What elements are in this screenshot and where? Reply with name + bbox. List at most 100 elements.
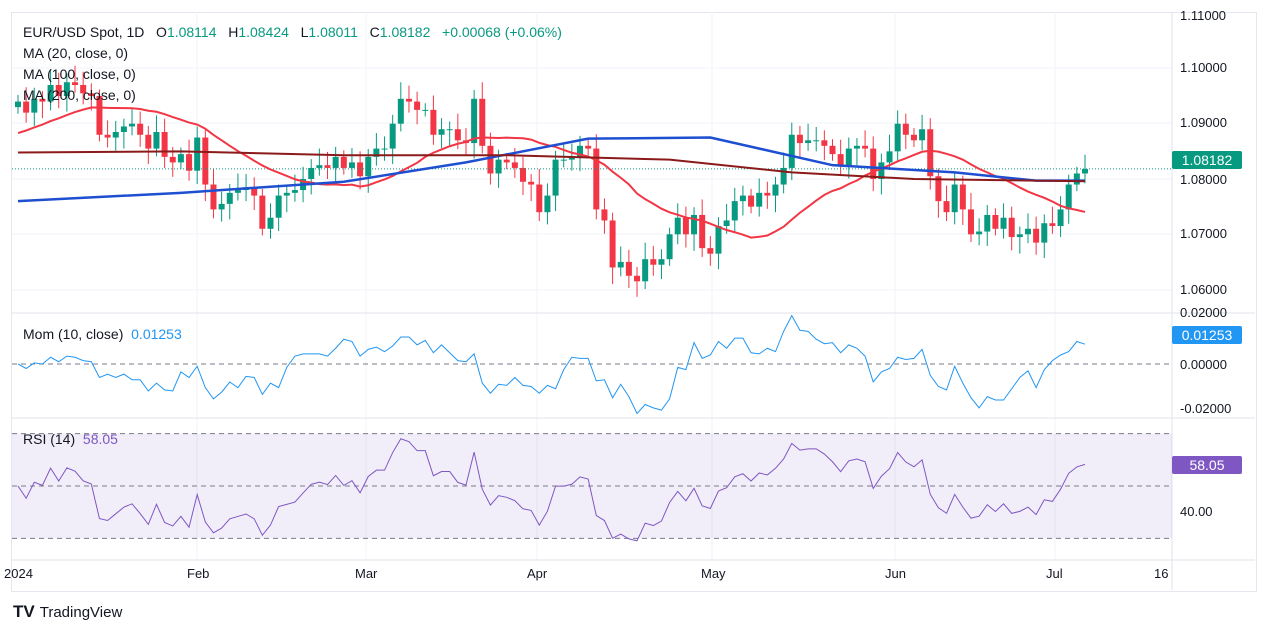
candle-body — [910, 134, 917, 141]
candle-body — [1016, 234, 1023, 238]
candle-body — [634, 275, 641, 282]
candle-body — [658, 259, 665, 265]
candle-body — [927, 129, 934, 177]
price-axis-label: 1.10000 — [1180, 60, 1227, 75]
candle-body — [15, 101, 21, 108]
rsi-axis-label: 40.00 — [1180, 504, 1213, 519]
rsi-line — [17, 438, 1086, 542]
candle-body — [291, 190, 298, 193]
candle-body — [552, 159, 559, 196]
momentum-line — [17, 314, 1086, 415]
candle-body — [39, 98, 46, 102]
candle-body — [707, 248, 714, 254]
candle-body — [617, 261, 624, 268]
candle-body — [1024, 228, 1031, 235]
change-value: +0.00068 (+0.06%) — [442, 24, 562, 40]
candle-body — [919, 129, 926, 141]
mom-legend[interactable]: Mom (10, close) 0.01253 — [23, 326, 182, 342]
open-value: 1.08114 — [166, 24, 217, 40]
candle-body — [234, 190, 241, 193]
candle-body — [699, 214, 706, 249]
candle-body — [805, 140, 812, 144]
price-axis-label: 1.08000 — [1180, 172, 1227, 187]
candle-body — [894, 123, 901, 152]
candle-body — [870, 148, 877, 179]
candle-body — [772, 184, 779, 196]
high-value: 1.08424 — [238, 24, 289, 40]
candle-body — [1041, 223, 1048, 243]
tradingview-logo[interactable]: TV TradingView — [13, 602, 122, 622]
time-axis-label: Mar — [355, 566, 378, 581]
candle-body — [853, 145, 860, 149]
candle-body — [389, 123, 396, 149]
price-axis-label: 1.07000 — [1180, 226, 1227, 241]
symbol-title: EUR/USD Spot, 1D — [23, 24, 145, 40]
candle-body — [503, 159, 510, 163]
candle-body — [169, 156, 176, 163]
candle-body — [104, 134, 111, 138]
time-axis-label: Feb — [187, 566, 210, 581]
brand-name: TradingView — [39, 603, 123, 621]
candle-body — [422, 109, 429, 111]
candle-body — [976, 231, 983, 235]
time-axis-label: Jun — [885, 566, 906, 581]
candle-body — [902, 123, 909, 135]
candle-body — [748, 195, 755, 207]
candle-body — [625, 261, 632, 276]
candle-body — [544, 195, 551, 213]
rsi-tag: 58.05 — [1172, 456, 1242, 474]
candle-body — [829, 145, 836, 155]
candle-body — [585, 145, 592, 149]
candle-body — [259, 195, 266, 229]
candle-body — [862, 145, 869, 149]
candle-body — [943, 201, 950, 213]
candle-body — [813, 140, 820, 142]
high-label: H — [228, 24, 239, 40]
candle-body — [528, 181, 535, 185]
candle-body — [88, 93, 95, 97]
candle-body — [495, 159, 502, 174]
candle-body — [202, 137, 209, 185]
candle-body — [414, 101, 421, 110]
rsi-legend[interactable]: RSI (14) 58.05 — [23, 431, 118, 447]
candle-body — [340, 156, 347, 168]
candle-body — [951, 184, 958, 213]
candle-body — [691, 214, 698, 235]
mom-title: Mom (10, close) — [23, 326, 124, 342]
price-axis-label: 1.11000 — [1180, 8, 1227, 23]
time-axis-label: May — [701, 566, 726, 581]
candle-body — [878, 162, 885, 179]
close-label: C — [369, 24, 380, 40]
candle-body — [31, 98, 38, 113]
low-value: 1.08011 — [308, 24, 358, 40]
candle-body — [796, 134, 803, 144]
candle-body — [682, 217, 689, 235]
low-label: L — [300, 24, 309, 40]
candle-body — [1033, 228, 1040, 243]
candle-body — [96, 96, 103, 135]
open-label: O — [156, 24, 167, 40]
candle-body — [226, 192, 233, 204]
candle-body — [120, 126, 127, 132]
candle-body — [487, 145, 494, 174]
time-axis-label: 2024 — [4, 566, 33, 581]
ma100-legend[interactable]: MA (100, close, 0) — [23, 66, 136, 82]
time-axis-label: Jul — [1046, 566, 1063, 581]
candle-body — [275, 195, 282, 218]
ma200-legend[interactable]: MA (200, close, 0) — [23, 87, 136, 103]
candle-body — [397, 98, 404, 124]
candle-body — [560, 159, 567, 161]
candle-body — [137, 123, 144, 135]
ma20-line — [17, 106, 1086, 239]
candle-body — [519, 167, 526, 182]
candle-body — [764, 192, 771, 196]
ma20-legend[interactable]: MA (20, close, 0) — [23, 45, 129, 61]
candle-body — [194, 137, 201, 171]
candle-body — [609, 220, 616, 268]
rsi-value: 58.05 — [82, 431, 118, 447]
price-tag: 1.08182 — [1172, 151, 1242, 169]
candle-body — [283, 192, 290, 196]
candle-body — [47, 84, 54, 102]
candle-body — [601, 209, 608, 221]
